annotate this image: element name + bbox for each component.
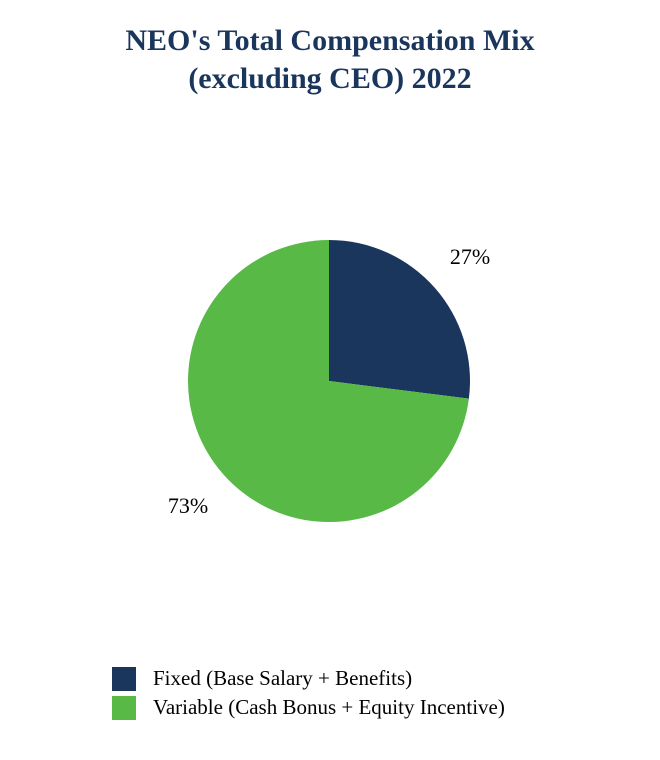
legend: Fixed (Base Salary + Benefits) Variable … [112, 664, 505, 722]
pie-slice-variable [187, 240, 469, 522]
pie-slices [187, 240, 471, 522]
legend-label-variable: Variable (Cash Bonus + Equity Incentive) [153, 695, 505, 719]
pie-value-labels: 27% 73% [168, 244, 490, 518]
legend-swatch-variable [112, 695, 136, 720]
chart-title: NEO's Total Compensation Mix (excluding … [0, 22, 660, 98]
legend-item-fixed: Fixed (Base Salary + Benefits) [112, 664, 505, 693]
chart-title-line-1: NEO's Total Compensation Mix [125, 24, 535, 57]
pie-value-label-fixed: 27% [450, 244, 490, 269]
pie-value-label-variable: 73% [168, 493, 208, 518]
legend-swatch-fixed [112, 666, 136, 691]
legend-label-fixed: Fixed (Base Salary + Benefits) [153, 666, 413, 690]
legend-item-variable: Variable (Cash Bonus + Equity Incentive) [112, 693, 505, 722]
pie-slice-fixed [329, 240, 471, 399]
chart-title-line-2: (excluding CEO) 2022 [188, 62, 472, 95]
